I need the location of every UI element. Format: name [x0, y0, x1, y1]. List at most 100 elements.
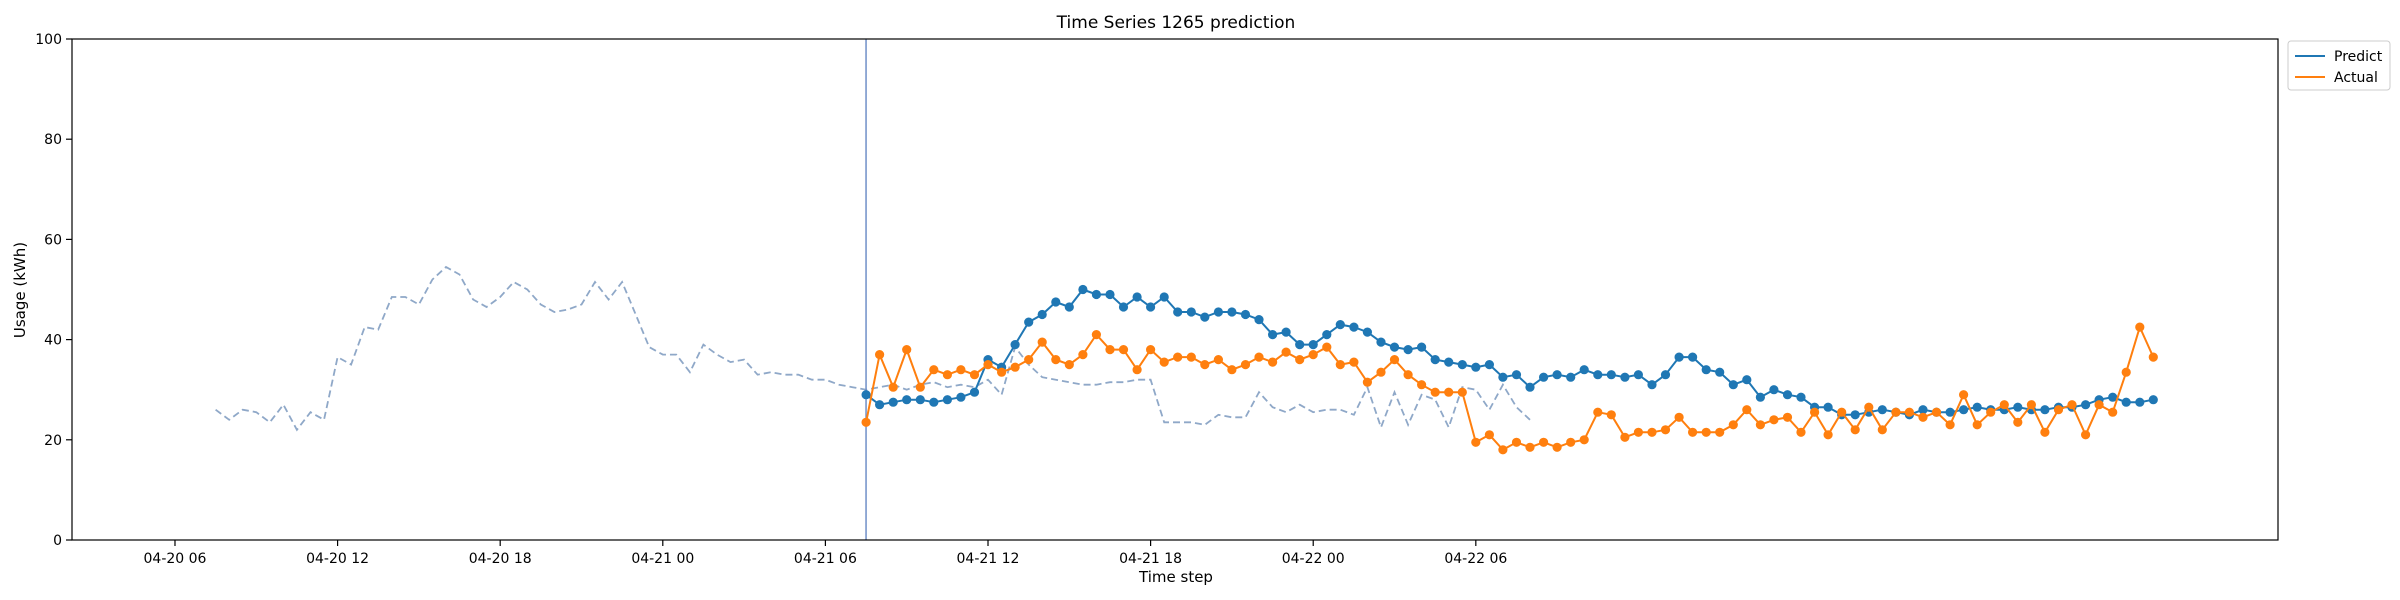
actual-point	[1552, 442, 1562, 452]
actual-point	[1972, 420, 1982, 430]
actual-point	[1674, 412, 1684, 422]
chart-title: Time Series 1265 prediction	[1056, 13, 1296, 33]
predict-point	[1159, 292, 1169, 302]
actual-point	[1430, 387, 1440, 397]
predict-point	[1173, 307, 1183, 317]
actual-point	[1268, 357, 1278, 367]
actual-point	[1403, 370, 1413, 380]
predict-point	[2148, 395, 2158, 405]
predict-point	[1268, 330, 1278, 340]
actual-point	[1308, 350, 1318, 360]
actual-point	[1769, 415, 1779, 425]
actual-point	[1525, 442, 1535, 452]
actual-point	[1457, 387, 1467, 397]
actual-point	[1606, 410, 1616, 420]
actual-point	[2040, 427, 2050, 437]
predict-point	[1579, 365, 1589, 375]
predict-point	[929, 397, 939, 407]
predict-point	[1064, 302, 1074, 312]
predict-point	[1959, 405, 1969, 415]
actual-point	[1904, 407, 1914, 417]
predict-point	[1606, 370, 1616, 380]
actual-point	[1498, 445, 1508, 455]
predict-point	[2081, 400, 2091, 410]
legend: Predict Actual	[2287, 40, 2391, 91]
actual-point	[1281, 347, 1291, 357]
predict-point	[1213, 307, 1223, 317]
actual-point	[2013, 417, 2023, 427]
predict-point	[1755, 392, 1765, 402]
x-tick-label: 04-22 06	[1444, 551, 1507, 567]
x-tick-label: 04-21 12	[957, 551, 1020, 567]
actual-point	[1024, 355, 1034, 365]
actual-point	[1633, 427, 1643, 437]
predict-point	[1444, 357, 1454, 367]
predict-point	[1728, 380, 1738, 390]
actual-point	[1945, 420, 1955, 430]
predict-point	[1051, 297, 1061, 307]
predict-point	[1078, 284, 1088, 295]
predict-point	[1254, 315, 1264, 325]
predict-point	[1769, 385, 1779, 395]
actual-point	[1389, 355, 1400, 365]
predict-point	[1918, 405, 1928, 415]
actual-series	[861, 322, 2158, 455]
actual-line	[865, 324, 2155, 452]
actual-point	[1864, 402, 1874, 412]
y-tick-label: 20	[44, 433, 62, 449]
actual-point	[983, 360, 993, 370]
predict-point	[1620, 372, 1630, 382]
plot-frame	[71, 38, 2279, 541]
actual-point	[1511, 437, 1522, 447]
history-line	[215, 265, 1531, 432]
actual-point	[1688, 427, 1698, 437]
predict-point	[1688, 352, 1698, 362]
actual-point	[1796, 427, 1806, 437]
predict-point	[1796, 392, 1806, 402]
predict-point	[1484, 360, 1494, 370]
actual-point	[1105, 345, 1115, 355]
predict-point	[1349, 322, 1359, 332]
actual-point	[2135, 322, 2145, 332]
x-tick-label: 04-20 18	[469, 551, 532, 567]
actual-point	[1132, 365, 1142, 375]
predict-point	[1186, 307, 1196, 317]
actual-point	[1837, 407, 1847, 417]
predict-point	[2121, 397, 2131, 407]
predict-point	[861, 390, 871, 400]
predict-point	[1227, 307, 1237, 317]
actual-point	[1918, 412, 1928, 422]
actual-point	[1877, 425, 1887, 435]
actual-point	[969, 370, 980, 380]
predict-point	[1457, 360, 1467, 370]
predict-point	[915, 395, 925, 405]
actual-point	[861, 417, 871, 427]
predict-point	[1498, 372, 1508, 382]
actual-point	[1146, 345, 1156, 355]
actual-point	[1660, 425, 1671, 435]
predict-point	[1389, 342, 1400, 352]
actual-point	[1376, 367, 1386, 377]
predict-point	[1674, 352, 1684, 362]
actual-point	[1091, 330, 1101, 340]
actual-point	[956, 365, 966, 375]
actual-point	[1213, 355, 1223, 365]
y-axis-label: Usage (kWh)	[11, 242, 29, 338]
actual-point	[1891, 407, 1901, 417]
predict-point	[1403, 345, 1413, 355]
predict-point	[1525, 382, 1535, 392]
predict-point	[888, 397, 898, 407]
y-tick-label: 40	[44, 333, 62, 349]
predict-point	[1539, 372, 1549, 382]
actual-point	[1240, 360, 1251, 370]
actual-point	[1051, 355, 1061, 365]
actual-point	[1173, 352, 1183, 362]
actual-point	[1742, 405, 1752, 415]
predict-point	[1295, 340, 1305, 350]
x-axis: 04-20 06 04-20 12 04-20 18 04-21 00 04-21 06…	[144, 540, 1507, 567]
predict-point	[1037, 309, 1047, 320]
actual-point	[1986, 407, 1996, 417]
actual-point	[1539, 437, 1549, 447]
actual-point	[942, 370, 953, 380]
legend-predict-label: Predict	[2334, 49, 2383, 65]
